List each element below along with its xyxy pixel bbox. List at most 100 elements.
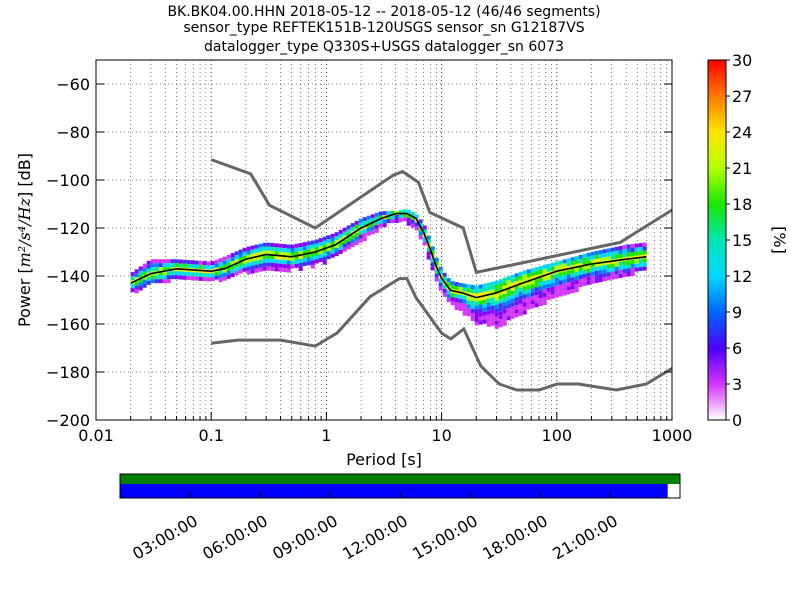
density-cell [538,270,543,275]
density-cell [526,305,531,310]
density-cell [334,244,339,249]
density-cell [218,270,223,275]
density-cell [586,272,591,277]
density-cell [282,244,287,249]
density-cell [498,307,503,312]
density-cell [466,296,471,301]
density-cell [274,243,279,248]
density-cell [582,265,587,270]
density-cell [286,260,291,265]
density-cell [486,306,491,311]
density-cell [498,291,503,296]
density-cell [382,223,387,228]
density-cell [270,243,275,248]
density-cell [502,297,507,302]
density-cell [538,278,543,283]
density-cell [174,259,179,264]
density-cell [362,233,367,238]
density-cell [526,289,531,294]
density-cell [642,262,647,267]
chart-title: BK.BK04.00.HHN 2018-05-12 -- 2018-05-12 … [167,4,600,55]
density-cell [462,303,467,308]
density-cell [314,243,319,248]
density-cell [226,262,231,267]
density-cell [470,300,475,305]
density-cell [166,259,171,264]
density-cell [506,308,511,313]
density-cell [630,248,635,253]
density-cell [254,264,259,269]
density-cell [430,262,435,267]
y-tick-label: −180 [46,363,90,382]
density-cell [634,251,639,256]
ppsd-density [130,209,647,329]
density-cell [258,267,263,272]
density-cell [478,320,483,325]
density-cell [398,218,403,223]
density-cell [494,300,499,305]
density-cell [546,291,551,296]
density-cell [474,309,479,314]
density-cell [514,301,519,306]
density-cell [570,261,575,266]
density-cell [246,262,251,267]
density-cell [574,280,579,285]
density-cell [298,262,303,267]
density-cell [602,265,607,270]
density-cell [330,241,335,246]
density-cell [450,281,455,286]
density-cell [594,262,599,267]
density-cell [262,266,267,271]
density-cell [326,251,331,256]
mode-line [130,212,647,299]
density-cell [474,293,479,298]
y-axis-label-prefix: Power [ [15,267,34,327]
time-tick-label: 12:00:00 [339,511,411,563]
y-tick-label: −140 [46,267,90,286]
density-cell [134,273,139,278]
density-cell [478,304,483,309]
density-cell [186,276,191,281]
density-cell [426,251,431,256]
density-cell [294,263,299,268]
density-cell [550,282,555,287]
density-cell [190,272,195,277]
density-cell [502,301,507,306]
density-cell [618,265,623,270]
density-cell [458,302,463,307]
density-cell [262,254,267,259]
density-cell [290,260,295,265]
density-cell [582,277,587,282]
density-cell [274,251,279,256]
density-cell [534,267,539,272]
density-cell [510,286,515,291]
density-cell [358,234,363,239]
density-cell [158,271,163,276]
density-cell [502,313,507,318]
density-cell [422,241,427,246]
density-cell [334,248,339,253]
density-cell [354,232,359,237]
density-cell [562,271,567,276]
plot-frame [95,59,673,421]
density-cell [522,294,527,299]
density-cell [510,306,515,311]
density-cell [250,245,255,250]
density-cell [506,316,511,321]
density-cell [474,301,479,306]
density-cell [602,253,607,258]
high-noise-model-line [210,158,672,275]
density-cell [490,305,495,310]
density-cell [482,311,487,316]
density-cell [478,308,483,313]
density-cell [162,263,167,268]
density-cell [474,289,479,294]
density-cell [482,295,487,300]
density-cell [606,256,611,261]
density-cell [162,267,167,272]
density-cell [170,271,175,276]
density-cell [558,280,563,285]
density-cell [322,252,327,257]
density-cell [342,243,347,248]
